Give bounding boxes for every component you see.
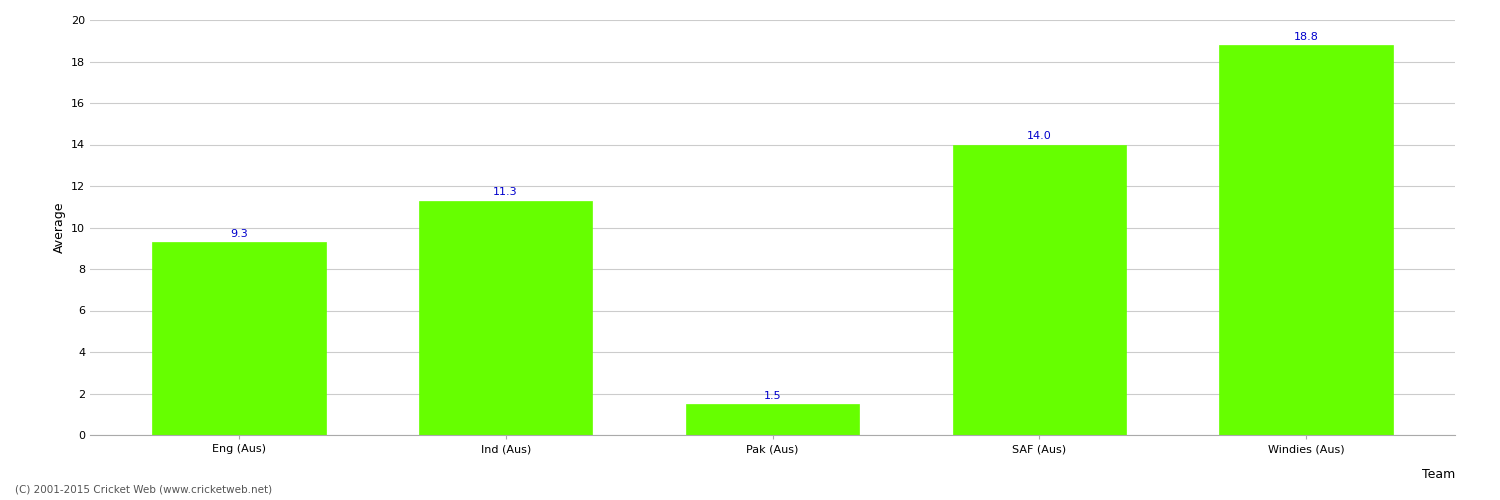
Text: 14.0: 14.0 [1028, 132, 1051, 141]
Bar [419, 200, 592, 435]
Bar [952, 144, 1126, 435]
Bar [686, 404, 859, 435]
Y-axis label: Average: Average [53, 202, 66, 253]
Text: 1.5: 1.5 [764, 391, 782, 401]
Text: (C) 2001-2015 Cricket Web (www.cricketweb.net): (C) 2001-2015 Cricket Web (www.cricketwe… [15, 485, 272, 495]
Text: 11.3: 11.3 [494, 188, 517, 198]
Bar [152, 242, 326, 435]
Bar [1220, 45, 1394, 435]
Text: Team: Team [1422, 468, 1455, 480]
Text: 18.8: 18.8 [1294, 32, 1318, 42]
Text: 9.3: 9.3 [230, 229, 248, 239]
